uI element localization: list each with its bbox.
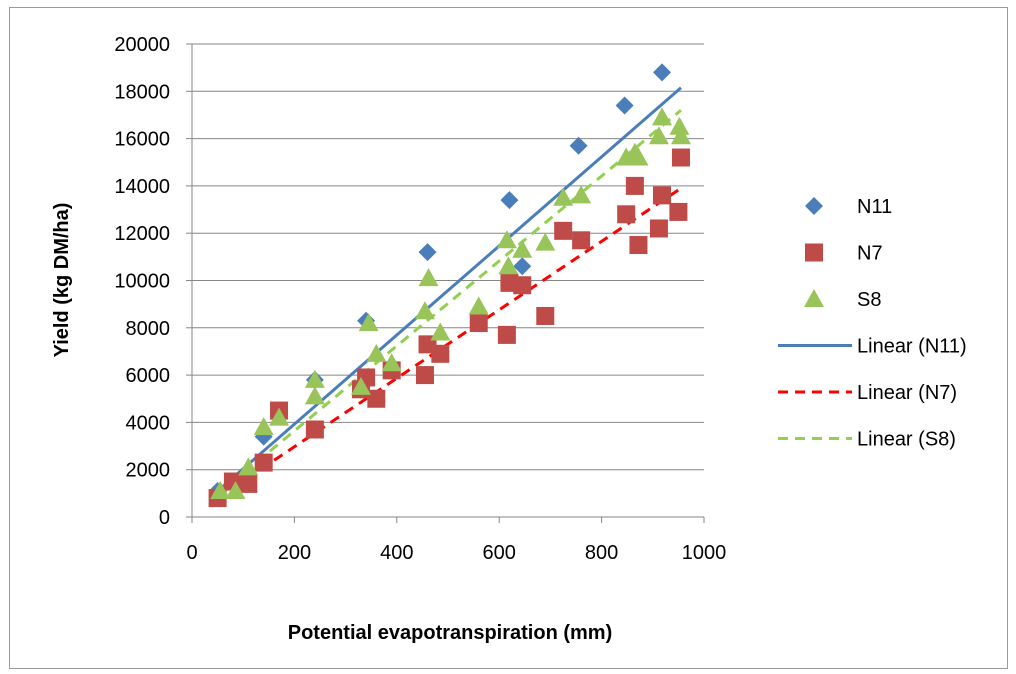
legend-marker-n7	[805, 243, 823, 262]
y-tick-label: 14000	[114, 176, 170, 198]
trendlines	[216, 86, 682, 500]
legend-item: N7	[805, 243, 883, 265]
data-point-s8	[512, 239, 533, 258]
y-tick-label: 2000	[126, 460, 171, 482]
data-point-n11	[653, 63, 672, 82]
data-point-n7	[554, 221, 573, 240]
data-point-n7	[305, 420, 324, 439]
data-point-s8	[670, 126, 691, 145]
legend-label: N7	[857, 243, 883, 265]
y-tick-label: 4000	[126, 412, 171, 434]
y-tick-label: 6000	[126, 365, 171, 387]
legend-item: Linear (S8)	[778, 429, 956, 451]
data-point-n11	[513, 257, 532, 276]
data-point-n7	[617, 205, 636, 224]
x-axis-label: Potential evapotranspiration (mm)	[288, 622, 613, 644]
y-axis-label: Yield (kg DM/ha)	[51, 203, 73, 358]
data-point-s8	[350, 376, 371, 395]
data-point-n7	[431, 344, 450, 363]
trendline-linear-s8	[216, 109, 682, 496]
data-point-s8	[553, 187, 574, 206]
data-point-n7	[649, 219, 668, 238]
legend-label: Linear (N11)	[857, 336, 967, 358]
data-point-s8	[238, 457, 259, 476]
data-point-n7	[513, 276, 532, 295]
x-tick-label: 0	[186, 542, 197, 564]
data-point-n7	[469, 314, 488, 333]
data-point-s8	[496, 230, 517, 249]
data-points	[208, 63, 691, 508]
trendline-linear-n7	[216, 187, 682, 500]
data-point-s8	[468, 296, 489, 315]
data-point-s8	[210, 480, 231, 499]
data-point-s8	[414, 301, 435, 320]
legend-item: N11	[805, 196, 892, 218]
x-tick-label: 800	[585, 542, 618, 564]
data-point-n7	[497, 325, 516, 344]
data-point-s8	[269, 407, 290, 426]
y-tick-label: 16000	[114, 129, 170, 151]
data-point-s8	[304, 369, 325, 388]
y-tick-label: 18000	[114, 81, 170, 103]
legend-label: Linear (N7)	[857, 382, 957, 404]
legend: N11 N7 S8 Linear (N11) Linear (N7) Linear (S8…	[778, 196, 967, 451]
legend-item: Linear (N7)	[778, 382, 957, 404]
data-point-n7	[239, 474, 258, 493]
data-point-n7	[415, 366, 434, 385]
x-tick-label: 400	[380, 542, 413, 564]
data-point-s8	[430, 322, 451, 341]
data-point-s8	[535, 232, 556, 251]
data-point-n7	[671, 148, 690, 167]
data-point-n7	[625, 176, 644, 195]
data-point-n11	[569, 136, 588, 155]
y-tick-label: 20000	[114, 34, 170, 56]
y-tick-label: 0	[159, 507, 170, 529]
x-tick-label: 600	[483, 542, 516, 564]
data-point-s8	[225, 480, 246, 499]
data-point-n11	[500, 191, 519, 210]
legend-item: S8	[804, 289, 881, 311]
legend-label: N11	[857, 196, 892, 218]
data-point-n7	[629, 236, 648, 255]
data-point-s8	[304, 386, 325, 405]
series-n11-points	[208, 63, 672, 500]
data-point-s8	[648, 126, 669, 145]
y-tick-labels: 0 2000 4000 6000 8000 10000 12000 14000 16000 180…	[114, 34, 170, 529]
data-point-s8	[381, 353, 402, 372]
y-tick-label: 12000	[114, 223, 170, 245]
data-point-n7	[536, 306, 555, 325]
data-point-s8	[628, 147, 649, 166]
data-point-s8	[358, 313, 379, 332]
series-s8-points	[210, 107, 691, 499]
legend-label: S8	[857, 289, 881, 311]
data-point-n11	[418, 243, 437, 262]
data-point-s8	[418, 268, 439, 287]
data-point-n7	[254, 453, 273, 472]
y-tick-label: 10000	[114, 271, 170, 293]
data-point-s8	[498, 256, 519, 275]
data-point-s8	[571, 185, 592, 204]
data-point-s8	[652, 107, 673, 126]
legend-marker-n11	[805, 197, 823, 215]
x-tick-labels: 0 200 400 600 800 1000	[186, 542, 726, 564]
x-tick-label: 200	[278, 542, 311, 564]
data-point-s8	[366, 343, 387, 362]
axes	[186, 43, 705, 523]
legend-item: Linear (N11)	[778, 336, 967, 358]
legend-marker-s8	[804, 289, 824, 307]
data-point-s8	[669, 116, 690, 135]
data-point-n11	[615, 96, 634, 115]
trendline-linear-n11	[216, 86, 682, 493]
x-tick-label: 1000	[682, 542, 727, 564]
legend-label: Linear (S8)	[857, 429, 956, 451]
data-point-s8	[253, 417, 274, 436]
data-point-n7	[367, 389, 386, 408]
data-point-n7	[669, 202, 688, 221]
y-tick-label: 8000	[126, 318, 171, 340]
data-point-n7	[653, 186, 672, 205]
data-point-n7	[572, 231, 591, 250]
